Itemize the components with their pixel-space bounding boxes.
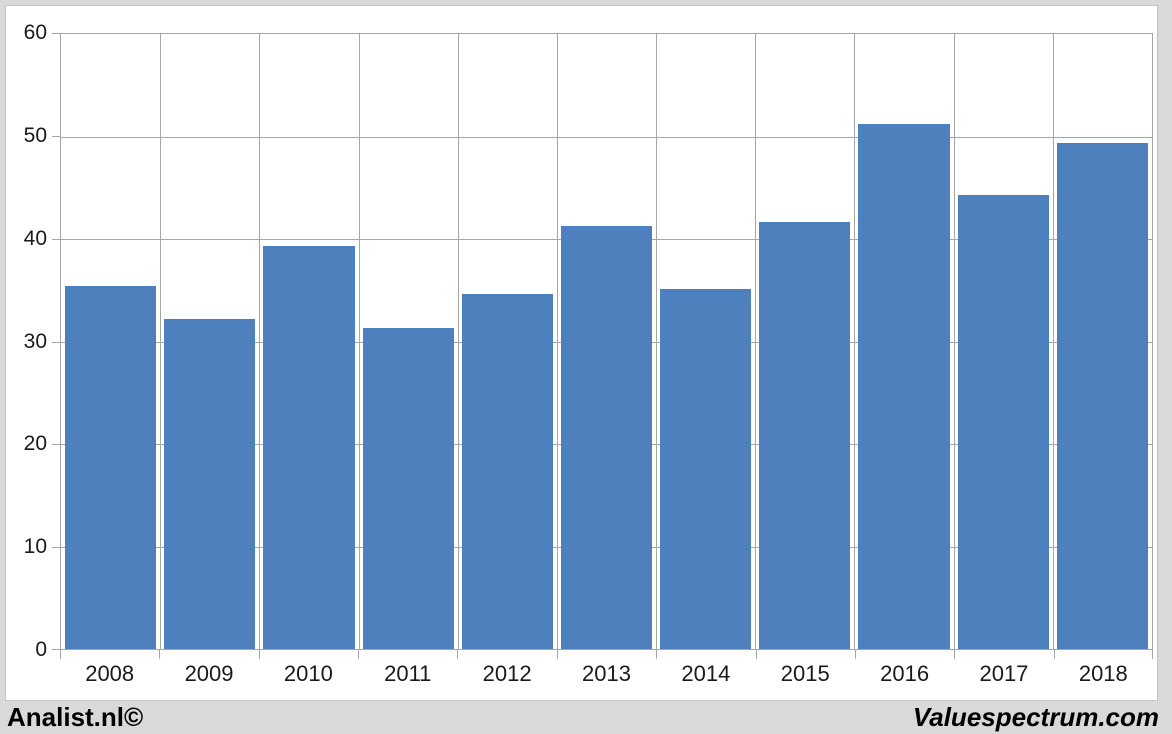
x-axis-label-2016: 2016 — [880, 661, 930, 686]
footer-brand-analist: Analist.nl© — [7, 702, 144, 732]
y-axis-label-50: 50 — [23, 123, 47, 147]
footer-bar: Analist.nl© Valuespectrum.com — [0, 701, 1172, 734]
x-tick-10 — [1053, 650, 1055, 659]
y-axis-label-0: 0 — [35, 638, 47, 661]
x-tick-5 — [556, 650, 558, 659]
bar-2016 — [858, 124, 950, 649]
y-axis-label-40: 40 — [23, 226, 47, 250]
plot-area — [60, 33, 1153, 650]
v-gridline-8 — [854, 34, 856, 649]
x-tick-6 — [656, 650, 658, 659]
bar-2009 — [164, 318, 256, 649]
y-axis-ticks — [52, 33, 60, 650]
y-tick-20 — [52, 444, 60, 446]
x-axis-label-2010: 2010 — [283, 661, 333, 686]
x-axis-label-2013: 2013 — [582, 661, 631, 686]
x-axis-label-2014: 2014 — [681, 661, 731, 686]
x-axis-label-2018: 2018 — [1078, 661, 1128, 686]
x-axis-ticks — [60, 650, 1153, 659]
y-tick-40 — [52, 238, 60, 240]
y-tick-0 — [52, 649, 60, 650]
bar-2012 — [461, 294, 553, 649]
x-axis-label-2008: 2008 — [85, 661, 135, 686]
v-gridline-6 — [656, 34, 658, 649]
bar-2017 — [957, 194, 1049, 649]
x-axis-label-2009: 2009 — [184, 661, 234, 686]
v-gridline-10 — [1052, 34, 1054, 649]
y-tick-30 — [52, 341, 60, 343]
x-axis-label-2017: 2017 — [979, 661, 1029, 686]
x-axis-label-2015: 2015 — [780, 661, 830, 686]
y-axis-label-20: 20 — [23, 432, 47, 456]
y-axis-label-10: 10 — [23, 535, 47, 559]
x-tick-0 — [60, 650, 61, 659]
y-tick-50 — [52, 135, 60, 137]
bar-2014 — [660, 289, 752, 649]
y-axis-label-30: 30 — [23, 329, 47, 353]
x-tick-8 — [854, 650, 856, 659]
bar-2010 — [263, 246, 355, 649]
bar-2008 — [64, 286, 157, 649]
x-tick-1 — [159, 650, 161, 659]
v-gridline-1 — [160, 34, 162, 649]
bar-2018 — [1056, 142, 1149, 649]
bar-2011 — [362, 328, 454, 649]
x-tick-2 — [258, 650, 260, 659]
bar-2013 — [560, 225, 653, 649]
v-gridline-2 — [259, 34, 261, 649]
y-tick-60 — [52, 33, 60, 34]
x-tick-3 — [358, 650, 360, 659]
x-tick-11 — [1152, 650, 1153, 659]
y-tick-10 — [52, 547, 60, 549]
x-axis-label-2012: 2012 — [482, 661, 532, 686]
x-tick-7 — [755, 650, 757, 659]
v-gridline-9 — [953, 34, 955, 649]
x-axis-label-2011: 2011 — [384, 661, 432, 686]
v-gridline-7 — [755, 34, 757, 649]
x-tick-4 — [457, 650, 459, 659]
v-gridline-5 — [556, 34, 558, 649]
h-gridline-50 — [61, 136, 1152, 138]
footer-brand-valuespectrum: Valuespectrum.com — [912, 702, 1159, 732]
v-gridline-3 — [358, 34, 360, 649]
x-axis: 2008 2009 2010 2011 2012 2013 2014 2015 2016 2017… — [60, 661, 1153, 691]
y-axis-label-60: 60 — [23, 21, 47, 44]
y-axis: 0 10 20 30 40 50 60 — [0, 22, 47, 661]
v-gridline-4 — [457, 34, 459, 649]
bar-2015 — [759, 221, 851, 649]
x-tick-9 — [954, 650, 956, 659]
